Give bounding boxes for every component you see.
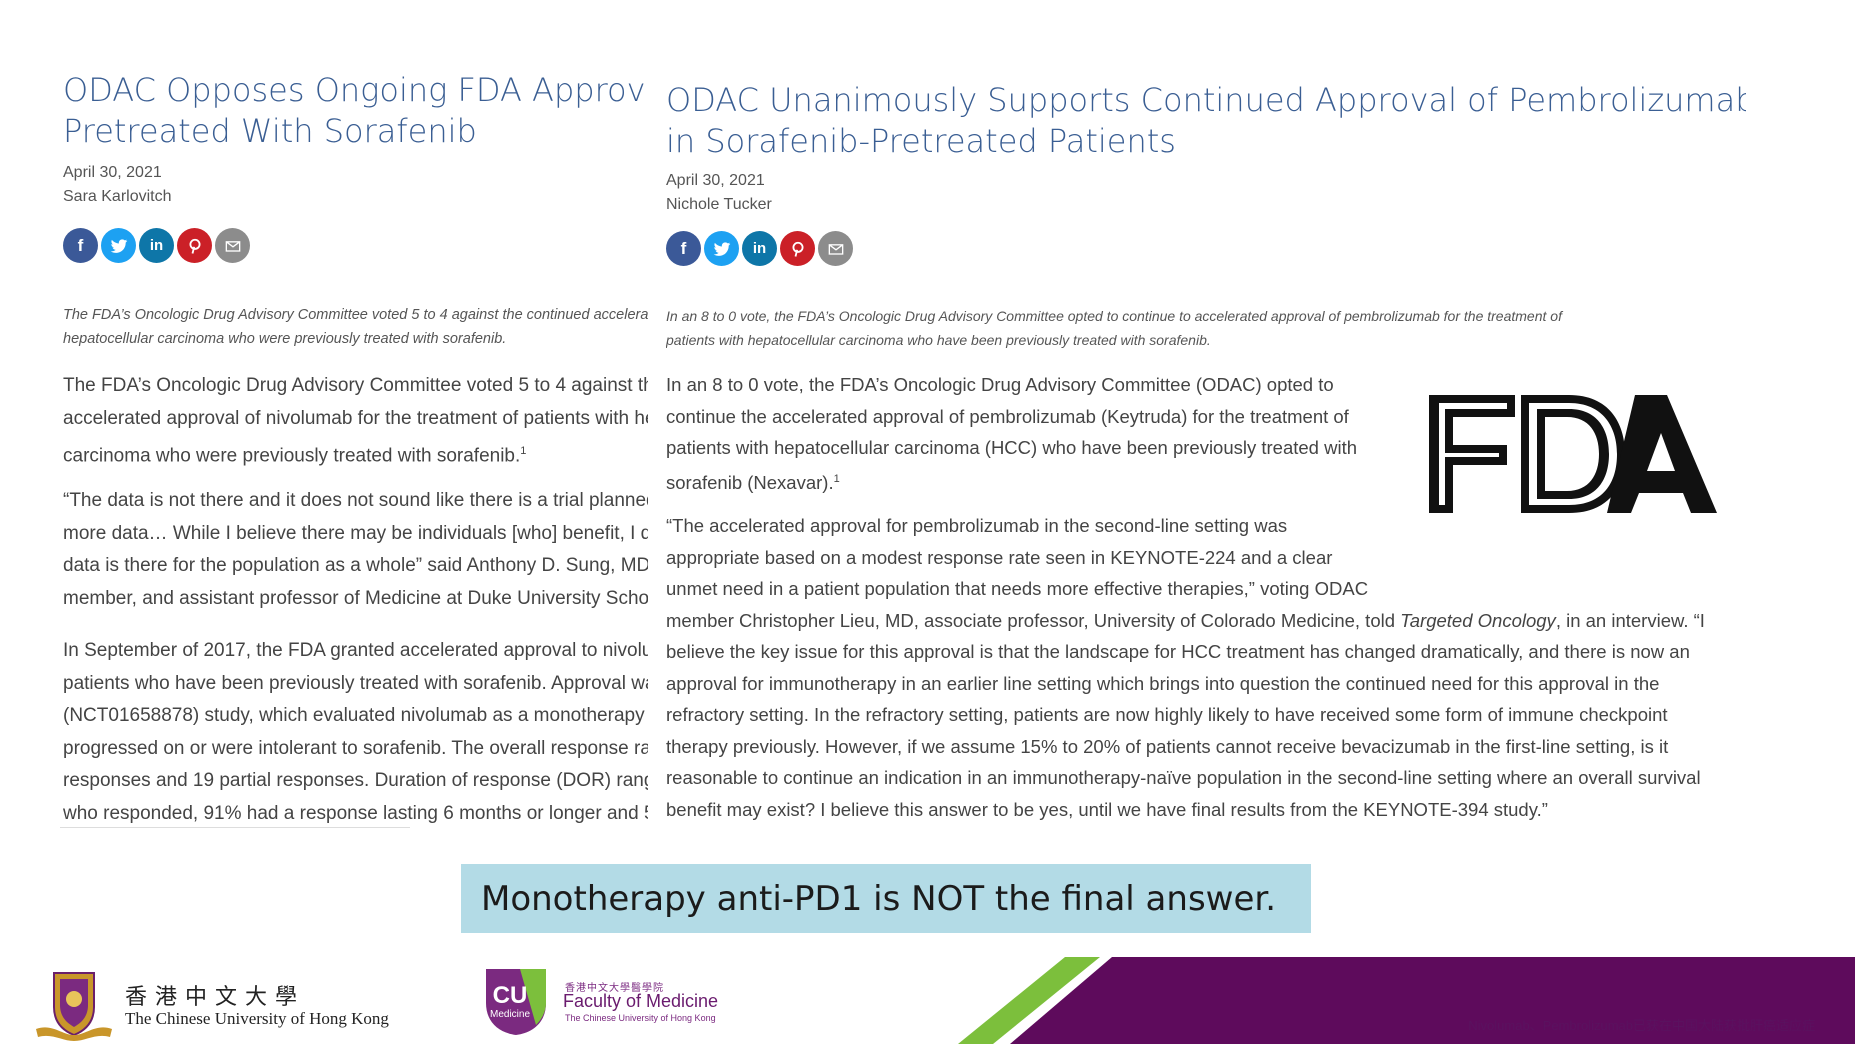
facebook-icon[interactable]: f <box>666 231 701 266</box>
right-article-date: April 30, 2021 <box>666 172 765 189</box>
footnote-ref[interactable]: 1 <box>520 445 527 457</box>
cuhk-chinese-name: 香港中文大學 <box>125 985 306 1010</box>
left-article-panel: ODAC Opposes Ongoing FDA Approval of Niv… <box>60 70 648 830</box>
right-article-author[interactable]: Nichole Tucker <box>666 196 772 213</box>
cuhk-english-name: The Chinese University of Hong Kong <box>125 1009 389 1028</box>
right-article-lede: In an 8 to 0 vote, the FDA’s Oncologic D… <box>666 308 1562 348</box>
callout-box: Monotherapy anti-PD1 is NOT the final an… <box>461 864 1311 933</box>
pinterest-icon[interactable] <box>177 228 212 263</box>
left-divider <box>60 827 410 828</box>
linkedin-icon[interactable]: in <box>139 228 174 263</box>
fom-sub-name: The Chinese University of Hong Kong <box>565 1013 716 1023</box>
left-title-line-1: ODAC Opposes Ongoing FDA Approval of Niv… <box>63 71 648 109</box>
fom-english-name: Faculty of Medicine <box>563 991 719 1011</box>
fda-logo <box>1429 395 1717 513</box>
right-article-panel: ODAC Unanimously Supports Continued Appr… <box>666 80 1746 830</box>
svg-text:CU: CU <box>493 982 528 1009</box>
left-paragraph-1: The FDA’s Oncologic Drug Advisory Commit… <box>63 375 648 467</box>
right-share-bar: f in <box>666 231 853 266</box>
callout-text: Monotherapy anti-PD1 is NOT the final an… <box>481 878 1277 919</box>
footnote-ref[interactable]: 1 <box>833 472 840 485</box>
left-article-title: ODAC Opposes Ongoing FDA Approval of Niv… <box>63 70 648 152</box>
left-article-author[interactable]: Sara Karlovitch <box>63 188 172 205</box>
left-share-bar: f in <box>63 228 250 263</box>
left-article-meta: April 30, 2021 Sara Karlovitch f in <box>63 164 250 263</box>
publication-name[interactable]: Targeted Oncology <box>1400 609 1556 631</box>
slide-footer: 香港中文大學 The Chinese University of Hong Ko… <box>0 945 1855 1044</box>
left-paragraph-2: “The data is not there and it does not s… <box>63 490 648 609</box>
svg-text:Medicine: Medicine <box>490 1009 530 1020</box>
footer-purple-band <box>1010 957 1855 1044</box>
right-title-line-2: in Sorafenib-Pretreated Patients <box>666 122 1176 160</box>
fda-logo-d <box>1521 395 1625 513</box>
email-icon[interactable] <box>215 228 250 263</box>
footer-band <box>958 957 1855 1044</box>
email-icon[interactable] <box>818 231 853 266</box>
twitter-icon[interactable] <box>101 228 136 263</box>
fda-logo-a <box>1607 395 1717 513</box>
left-title-line-2: Pretreated With Sorafenib <box>63 112 477 150</box>
right-article-meta: April 30, 2021 Nichole Tucker f in <box>666 172 853 266</box>
right-paragraph-1: In an 8 to 0 vote, the FDA’s Oncologic D… <box>666 374 1358 493</box>
left-paragraph-3: In September of 2017, the FDA granted ac… <box>63 640 648 824</box>
left-article-date: April 30, 2021 <box>63 164 162 181</box>
twitter-icon[interactable] <box>704 231 739 266</box>
footer-green-stripe <box>958 957 1100 1044</box>
right-article-title: ODAC Unanimously Supports Continued Appr… <box>666 80 1746 162</box>
cuhk-crest-icon <box>36 972 112 1041</box>
pinterest-icon[interactable] <box>780 231 815 266</box>
fom-chinese-name: 香港中文大學醫學院 <box>565 983 664 994</box>
linkedin-icon[interactable]: in <box>742 231 777 266</box>
footer-note: Nivolumab、Pembrolizumab已获在中国大陆获批肝癌适应症 <box>1468 1018 1815 1033</box>
cu-medicine-badge-icon: CU Medicine <box>486 969 546 1035</box>
right-title-line-1: ODAC Unanimously Supports Continued Appr… <box>666 81 1746 119</box>
facebook-icon[interactable]: f <box>63 228 98 263</box>
right-paragraph-2: “The accelerated approval for pembrolizu… <box>666 515 1705 820</box>
left-article-lede: The FDA’s Oncologic Drug Advisory Commit… <box>63 307 648 347</box>
